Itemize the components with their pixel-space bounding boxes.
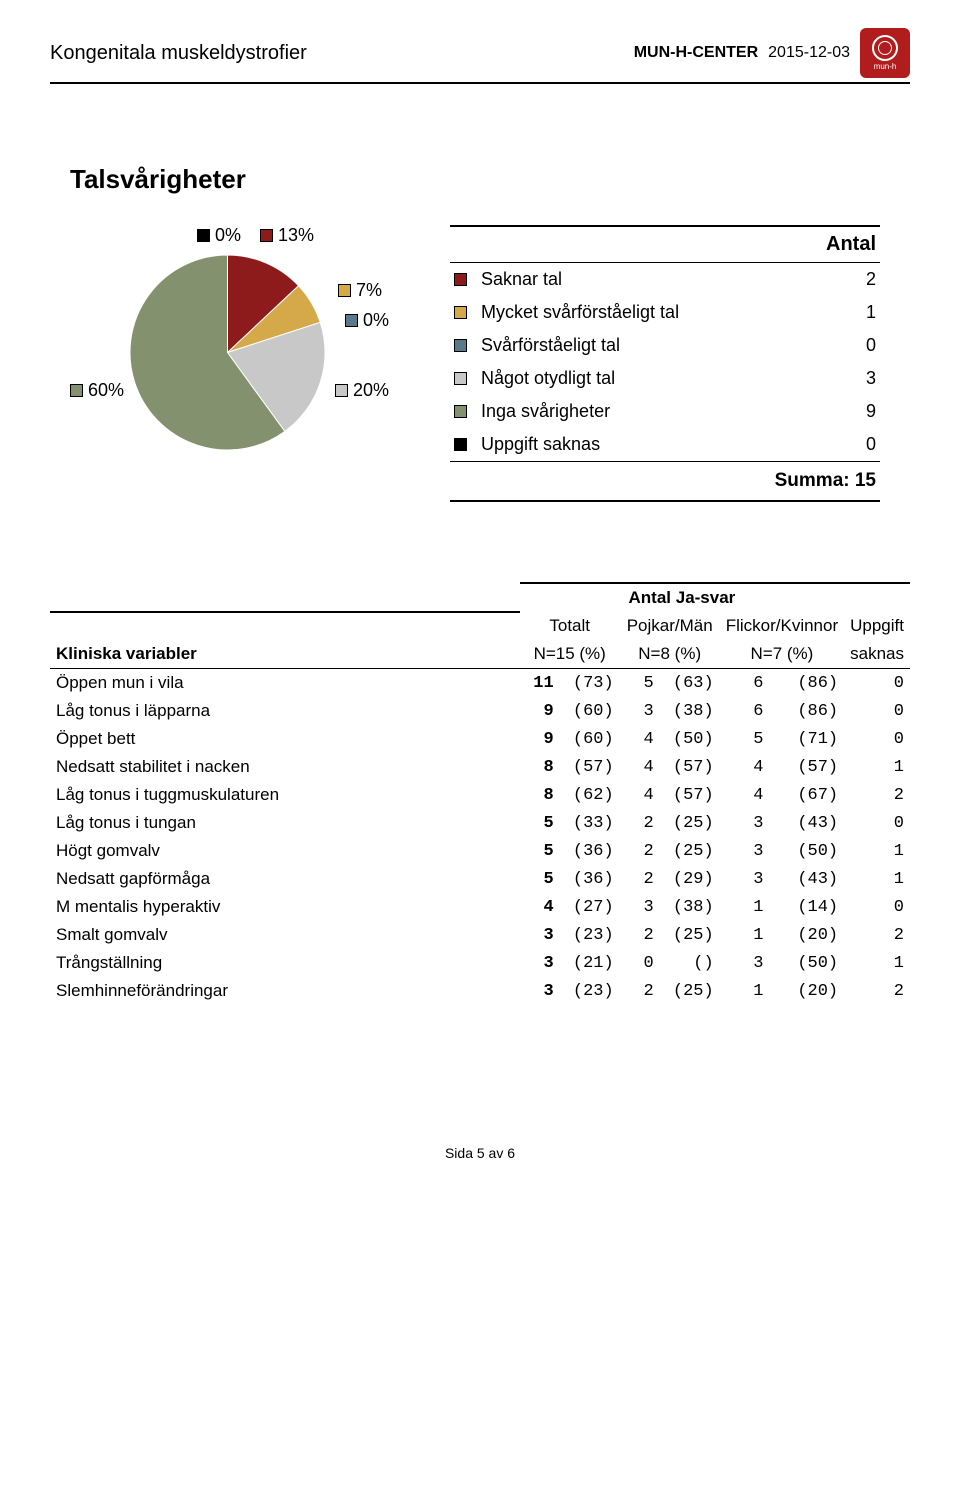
col-group-top: Flickor/Kvinnor <box>720 612 844 640</box>
legend-row: Saknar tal2 <box>450 263 880 296</box>
col-group-top: Totalt <box>520 612 620 640</box>
table-row: M mentalis hyperaktiv4(27)3(38)1(14)0 <box>50 893 910 921</box>
cell-total-n: 8 <box>520 753 560 781</box>
legend-row: Inga svårigheter9 <box>450 395 880 428</box>
table-corner-label: Kliniska variabler <box>50 612 520 669</box>
table-row: Låg tonus i tungan5(33)2(25)3(43)0 <box>50 809 910 837</box>
swatch-icon <box>454 339 467 352</box>
header-center: MUN-H-CENTER <box>634 44 758 62</box>
table-row: Nedsatt gapförmåga5(36)2(29)3(43)1 <box>50 865 910 893</box>
swatch-icon <box>454 438 467 451</box>
cell-total-n: 5 <box>520 809 560 837</box>
header-date: 2015-12-03 <box>768 44 850 62</box>
table-row: Högt gomvalv5(36)2(25)3(50)1 <box>50 837 910 865</box>
cell-total-n: 3 <box>520 921 560 949</box>
table-super-header: Antal Ja-svar <box>520 583 844 612</box>
legend-label: Något otydligt tal <box>481 368 836 389</box>
header-title: Kongenitala muskeldystrofier <box>50 42 307 65</box>
legend-row: Svårförståeligt tal0 <box>450 329 880 362</box>
col-group-top: Pojkar/Män <box>620 612 720 640</box>
legend-value: 0 <box>836 434 876 455</box>
pie-pct-label: 0% <box>197 225 241 246</box>
table-row: Slemhinneförändringar3(23)2(25)1(20)2 <box>50 977 910 1005</box>
swatch-icon <box>197 229 210 242</box>
table-row: Smalt gomvalv3(23)2(25)1(20)2 <box>50 921 910 949</box>
swatch-icon <box>335 384 348 397</box>
legend-value: 9 <box>836 401 876 422</box>
legend-label: Uppgift saknas <box>481 434 836 455</box>
col-group-sub: N=15 (%) <box>520 640 620 669</box>
swatch-icon <box>70 384 83 397</box>
swatch-icon <box>454 372 467 385</box>
section-title: Talsvårigheter <box>70 164 910 195</box>
cell-total-n: 5 <box>520 837 560 865</box>
header-right: MUN-H-CENTER 2015-12-03 mun-h <box>634 28 910 78</box>
col-group-sub: N=7 (%) <box>720 640 844 669</box>
legend-label: Saknar tal <box>481 269 836 290</box>
page-header: Kongenitala muskeldystrofier MUN-H-CENTE… <box>50 28 910 84</box>
pie-pct-label: 0% <box>345 310 389 331</box>
pie-pct-label: 20% <box>335 380 389 401</box>
cell-total-n: 9 <box>520 725 560 753</box>
pie-chart: 0% 13% 7% 0% 20% 60% <box>70 225 390 485</box>
swatch-icon <box>338 284 351 297</box>
table-row: Öppen mun i vila11(73)5(63)6(86)0 <box>50 669 910 698</box>
logo-text: mun-h <box>874 63 897 71</box>
table-row: Låg tonus i tuggmuskulaturen8(62)4(57)4(… <box>50 781 910 809</box>
col-group-top: Uppgift <box>844 612 910 640</box>
legend-row: Mycket svårförståeligt tal1 <box>450 296 880 329</box>
pie-chart-block: 0%13%7%0%20%60% Antal Saknar tal2Mycket … <box>70 225 910 502</box>
legend-row: Uppgift saknas0 <box>450 428 880 461</box>
legend-row: Något otydligt tal3 <box>450 362 880 395</box>
clinical-variables-table: Antal Ja-svar Kliniska variablerTotaltPo… <box>50 582 910 1005</box>
cell-total-n: 8 <box>520 781 560 809</box>
legend-value: 3 <box>836 368 876 389</box>
pie-pct-label: 7% <box>338 280 382 301</box>
cell-total-n: 4 <box>520 893 560 921</box>
swatch-icon <box>454 405 467 418</box>
legend-label: Svårförståeligt tal <box>481 335 836 356</box>
cell-total-n: 3 <box>520 949 560 977</box>
pie-pct-label: 13% <box>260 225 314 246</box>
page-footer: Sida 5 av 6 <box>50 1145 910 1161</box>
legend-label: Inga svårigheter <box>481 401 836 422</box>
legend-table: Antal Saknar tal2Mycket svårförståeligt … <box>450 225 880 502</box>
legend-sum: Summa: 15 <box>450 461 880 502</box>
pie-svg <box>130 255 325 450</box>
swatch-icon <box>454 273 467 286</box>
legend-header: Antal <box>450 225 880 263</box>
legend-value: 2 <box>836 269 876 290</box>
swatch-icon <box>345 314 358 327</box>
table-row: Trångställning3(21)0()3(50)1 <box>50 949 910 977</box>
cell-total-n: 11 <box>520 669 560 698</box>
swatch-icon <box>454 306 467 319</box>
cell-total-n: 9 <box>520 697 560 725</box>
cell-total-n: 3 <box>520 977 560 1005</box>
table-row: Låg tonus i läpparna9(60)3(38)6(86)0 <box>50 697 910 725</box>
legend-label: Mycket svårförståeligt tal <box>481 302 836 323</box>
swatch-icon <box>260 229 273 242</box>
page: Kongenitala muskeldystrofier MUN-H-CENTE… <box>0 0 960 1201</box>
cell-total-n: 5 <box>520 865 560 893</box>
legend-value: 1 <box>836 302 876 323</box>
logo-icon: mun-h <box>860 28 910 78</box>
legend-value: 0 <box>836 335 876 356</box>
col-group-sub: saknas <box>844 640 910 669</box>
pie-pct-label: 60% <box>70 380 124 401</box>
col-group-sub: N=8 (%) <box>620 640 720 669</box>
table-row: Nedsatt stabilitet i nacken8(57)4(57)4(5… <box>50 753 910 781</box>
table-row: Öppet bett9(60)4(50)5(71)0 <box>50 725 910 753</box>
